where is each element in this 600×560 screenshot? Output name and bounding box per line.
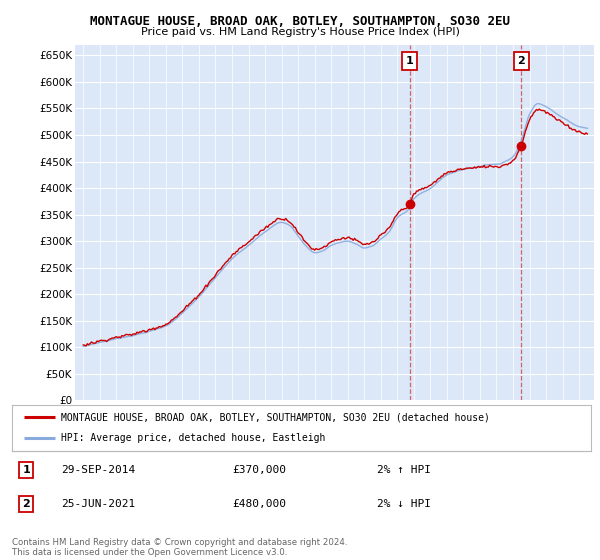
Text: £370,000: £370,000 — [232, 465, 286, 475]
Text: Price paid vs. HM Land Registry's House Price Index (HPI): Price paid vs. HM Land Registry's House … — [140, 27, 460, 37]
Text: 1: 1 — [406, 56, 413, 66]
Text: Contains HM Land Registry data © Crown copyright and database right 2024.
This d: Contains HM Land Registry data © Crown c… — [12, 538, 347, 557]
Text: 2: 2 — [517, 56, 525, 66]
Text: 1: 1 — [23, 465, 31, 475]
Text: 29-SEP-2014: 29-SEP-2014 — [61, 465, 136, 475]
Text: £480,000: £480,000 — [232, 499, 286, 509]
Text: 2: 2 — [23, 499, 31, 509]
Text: MONTAGUE HOUSE, BROAD OAK, BOTLEY, SOUTHAMPTON, SO30 2EU (detached house): MONTAGUE HOUSE, BROAD OAK, BOTLEY, SOUTH… — [61, 412, 490, 422]
Text: 2% ↓ HPI: 2% ↓ HPI — [377, 499, 431, 509]
Text: MONTAGUE HOUSE, BROAD OAK, BOTLEY, SOUTHAMPTON, SO30 2EU: MONTAGUE HOUSE, BROAD OAK, BOTLEY, SOUTH… — [90, 15, 510, 27]
Text: 25-JUN-2021: 25-JUN-2021 — [61, 499, 136, 509]
Text: 2% ↑ HPI: 2% ↑ HPI — [377, 465, 431, 475]
Text: HPI: Average price, detached house, Eastleigh: HPI: Average price, detached house, East… — [61, 433, 326, 444]
